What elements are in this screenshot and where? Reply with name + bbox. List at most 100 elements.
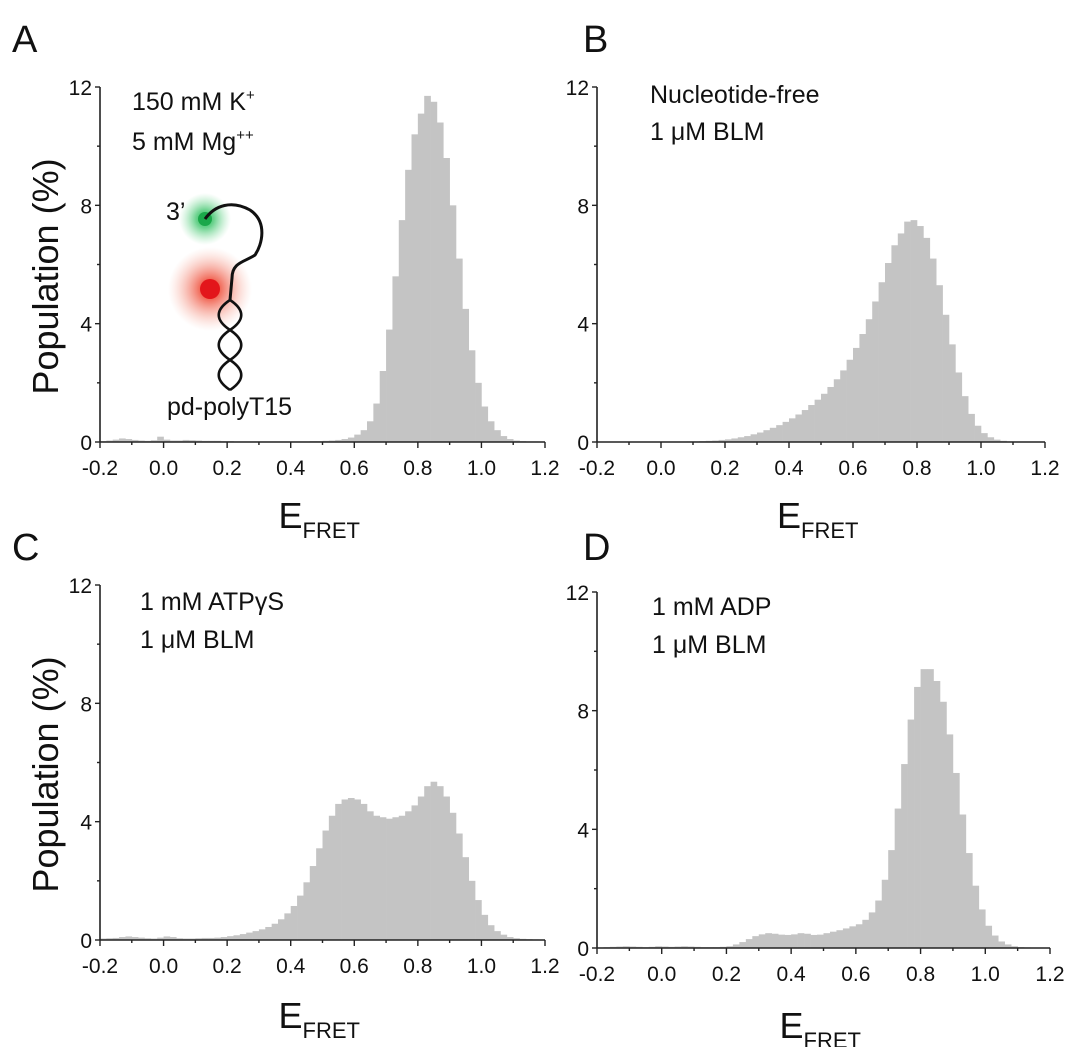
x-tick-label: 1.2 bbox=[1030, 457, 1059, 480]
histogram-bar bbox=[917, 226, 924, 442]
histogram-bar bbox=[872, 301, 879, 442]
histogram-bar bbox=[411, 134, 419, 443]
histogram-bar bbox=[927, 669, 934, 948]
histogram-bar bbox=[386, 329, 393, 442]
histogram-bar bbox=[904, 221, 911, 442]
histogram-bar bbox=[494, 931, 501, 940]
histogram-bar bbox=[840, 370, 847, 442]
histogram-bar bbox=[853, 347, 860, 442]
x-tick-label: 0.4 bbox=[774, 457, 804, 480]
histogram-bar bbox=[468, 880, 476, 940]
histogram-bar bbox=[949, 344, 956, 442]
histogram-bar bbox=[765, 933, 773, 948]
x-tick-label: 1.0 bbox=[971, 963, 1000, 986]
histogram-bar bbox=[125, 936, 133, 940]
condition-label: 1 μM BLM bbox=[652, 631, 766, 659]
histogram-bar bbox=[214, 937, 222, 940]
x-tick-label: 1.2 bbox=[1035, 963, 1064, 986]
y-tick-label: 12 bbox=[566, 77, 589, 100]
duplex-strand-1 bbox=[217, 298, 243, 392]
histogram-bar bbox=[417, 113, 425, 442]
histogram-bar bbox=[411, 805, 419, 940]
histogram-bar bbox=[914, 686, 921, 948]
histogram-bar bbox=[817, 934, 824, 948]
histogram-bar bbox=[836, 930, 844, 948]
x-tick-label: 0.6 bbox=[838, 457, 867, 480]
y-tick-label: 8 bbox=[577, 195, 589, 218]
dna-schematic: 3’ pd-polyT15 bbox=[166, 193, 292, 421]
histogram-bar bbox=[449, 812, 457, 940]
histogram-bar bbox=[681, 946, 688, 948]
histogram-bar bbox=[789, 418, 796, 442]
histogram-bar bbox=[157, 937, 164, 940]
condition-label: 1 μM BLM bbox=[650, 118, 764, 146]
panel-c: C 0 4 8 12 -0.2 0.0 0.2 0.4 0.6 0.8 1.0 1.2 EFRET Popu… bbox=[12, 527, 560, 1043]
panel-letter: A bbox=[12, 19, 38, 61]
histogram-bar bbox=[855, 924, 863, 948]
histogram-bar bbox=[487, 925, 495, 940]
panel-d: D 0 4 8 12 -0.2 0.0 0.2 0.4 0.6 0.8 1.0 1.2 EFRET 1 mM… bbox=[566, 527, 1065, 1047]
histogram-bar bbox=[112, 439, 120, 442]
x-tick-label: 0.2 bbox=[213, 457, 242, 480]
x-tick-label: 0.2 bbox=[712, 963, 741, 986]
histogram-bar bbox=[923, 237, 931, 442]
histogram-bar bbox=[367, 421, 374, 442]
histogram-bar bbox=[475, 382, 482, 442]
histogram-bar bbox=[138, 937, 145, 940]
histogram-bar bbox=[1011, 946, 1018, 948]
histogram-bar bbox=[316, 848, 323, 940]
histogram-bar bbox=[354, 434, 361, 442]
histogram-bar bbox=[271, 923, 279, 940]
histogram-bar bbox=[373, 403, 381, 442]
x-axis-label: EFRET bbox=[279, 495, 360, 543]
panel-a: A 0 4 8 12 -0.2 0.0 0.2 0.4 0.6 0.8 1.0 1.2 EFRET Popu… bbox=[12, 19, 560, 543]
histogram-bar bbox=[885, 263, 892, 442]
histogram-bar bbox=[456, 833, 463, 940]
histogram-bar bbox=[424, 786, 431, 940]
x-tick-label: 1.0 bbox=[467, 955, 496, 978]
histogram-bar bbox=[252, 931, 260, 940]
histogram-bar bbox=[449, 205, 457, 442]
histogram-bar bbox=[936, 285, 943, 442]
histogram-bar bbox=[891, 245, 899, 442]
ssdna-tail bbox=[203, 203, 264, 301]
histogram-bar bbox=[821, 393, 828, 442]
histogram-bar bbox=[112, 937, 120, 940]
histogram-bar bbox=[737, 437, 745, 442]
histogram-bar bbox=[865, 319, 873, 442]
histogram-bar bbox=[487, 421, 495, 442]
y-tick-label: 4 bbox=[80, 812, 92, 835]
histogram-bar bbox=[763, 430, 771, 442]
histogram-bar bbox=[959, 814, 967, 948]
x-tick-label: 0.0 bbox=[149, 457, 178, 480]
histogram-bar bbox=[998, 941, 1005, 948]
histogram-bar bbox=[208, 937, 215, 940]
histogram-bar bbox=[233, 935, 241, 940]
histogram-bar bbox=[795, 414, 803, 442]
histogram-bar bbox=[744, 436, 751, 442]
x-tick-label: 0.4 bbox=[276, 457, 306, 480]
x-tick-label: 0.2 bbox=[710, 457, 739, 480]
x-axis-label: EFRET bbox=[780, 1005, 861, 1047]
histogram-bar bbox=[144, 938, 152, 940]
histogram-bar bbox=[443, 158, 450, 442]
histogram-bar bbox=[398, 815, 406, 940]
histogram-bar bbox=[239, 934, 247, 940]
histogram-bar bbox=[946, 734, 954, 948]
y-tick-label: 12 bbox=[69, 77, 92, 100]
x-axis-label: EFRET bbox=[777, 495, 858, 543]
x-tick-label: 1.0 bbox=[467, 457, 496, 480]
histogram-bar bbox=[833, 379, 841, 442]
histogram-bar bbox=[456, 258, 463, 442]
histogram-bar bbox=[797, 933, 805, 948]
histogram-bar bbox=[942, 314, 950, 442]
histogram-bar bbox=[131, 937, 139, 940]
histogram-bar bbox=[303, 882, 311, 940]
histogram-bar bbox=[341, 799, 349, 940]
histogram-bar bbox=[823, 933, 831, 948]
histogram-bar bbox=[328, 815, 336, 940]
histogram-bar bbox=[176, 938, 183, 940]
histogram-bar bbox=[808, 405, 815, 442]
y-axis-label: Population (%) bbox=[25, 158, 66, 394]
